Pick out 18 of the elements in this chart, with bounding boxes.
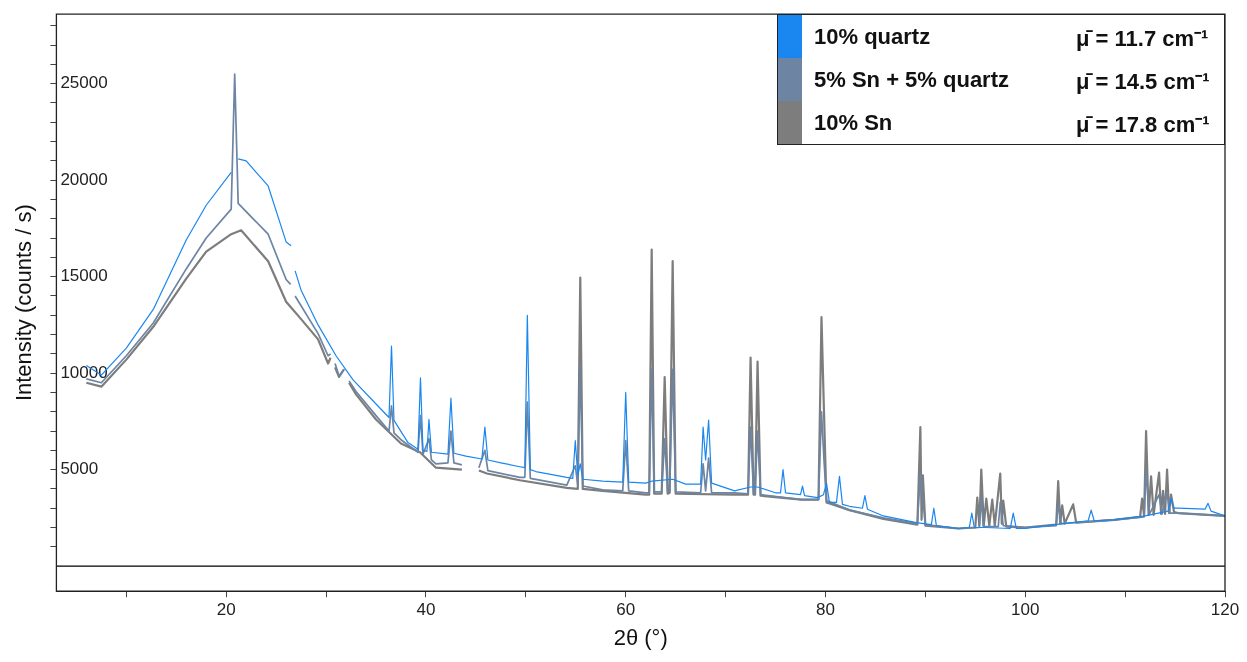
x-tick-label: 120 xyxy=(1210,600,1240,620)
x-tick-label: 60 xyxy=(616,600,636,620)
x-tick-label: 40 xyxy=(416,600,436,620)
y-tick-label: 5000 xyxy=(60,459,99,479)
y-axis-title: Intensity (counts / s) xyxy=(11,204,37,402)
annotation: μ̄ = 14.5 cm⁻¹ xyxy=(1076,67,1211,95)
legend-label: 5% Sn + 5% quartz xyxy=(814,66,1010,93)
x-axis-title: 2θ (°) xyxy=(613,624,668,650)
y-tick-label: 25000 xyxy=(60,73,108,93)
y-tick-label: 20000 xyxy=(60,169,108,189)
legend-label: 10% Sn xyxy=(814,109,894,136)
annotation: μ̄ = 17.8 cm⁻¹ xyxy=(1076,110,1211,138)
x-tick-label: 80 xyxy=(816,600,835,620)
y-tick-label: 15000 xyxy=(60,266,108,286)
annotation: μ̄ = 11.7 cm⁻¹ xyxy=(1076,24,1210,52)
x-tick-label: 100 xyxy=(1011,600,1040,620)
x-tick-label: 20 xyxy=(216,600,236,620)
legend-label: 10% quartz xyxy=(814,23,932,50)
